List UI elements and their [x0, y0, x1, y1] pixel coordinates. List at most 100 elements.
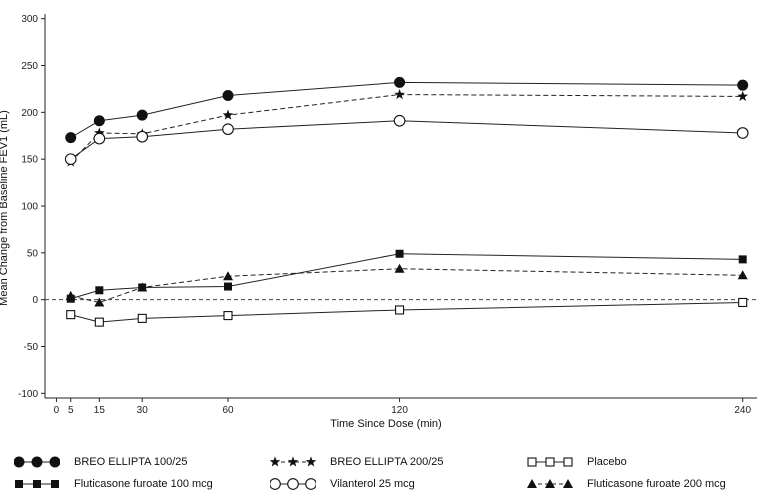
legend-item-placebo: Placebo: [527, 452, 627, 472]
data-point: [394, 76, 406, 88]
data-point: [738, 297, 748, 308]
legend: BREO ELLIPTA 100/25 BREO ELLIPTA 200/25 …: [0, 448, 768, 500]
data-point: [65, 132, 77, 144]
data-point: [93, 132, 106, 145]
series-line: [70, 253, 743, 300]
series-line: [70, 81, 743, 139]
legend-marker: [563, 479, 573, 488]
data-point: [394, 88, 405, 100]
legend-label: BREO ELLIPTA 100/25: [74, 456, 188, 468]
legend-marker: [270, 456, 281, 467]
legend-label: Fluticasone furoate 100 mcg: [74, 478, 213, 490]
x-tick-label: 0: [54, 405, 60, 416]
series-3: [66, 249, 747, 303]
legend-marker: [527, 479, 537, 488]
legend-marker: [287, 456, 299, 467]
x-tick-label: 30: [137, 405, 149, 416]
series-5: [65, 263, 748, 307]
data-point: [736, 127, 749, 139]
y-tick-label: -100: [18, 389, 38, 400]
legend-marker: [51, 480, 59, 488]
data-point: [224, 282, 233, 291]
y-tick-label: 0: [32, 295, 38, 306]
series-1: [65, 88, 749, 167]
legend-item-fluticasone-100: Fluticasone furoate 100 mcg: [14, 474, 213, 494]
legend-marker: [31, 456, 43, 468]
legend-swatch-placebo: [527, 457, 573, 467]
legend-marker: [305, 478, 316, 490]
data-point: [223, 271, 234, 281]
x-tick-label: 120: [391, 405, 408, 416]
data-point: [222, 123, 234, 136]
data-point: [222, 89, 234, 101]
data-point: [395, 305, 405, 315]
y-tick-label: 150: [21, 155, 38, 166]
y-tick-label: 250: [21, 61, 38, 72]
legend-item-breo-100-25: BREO ELLIPTA 100/25: [14, 452, 188, 472]
legend-item-vilanterol-25: Vilanterol 25 mcg: [270, 474, 415, 494]
data-point: [737, 90, 749, 101]
legend-marker: [270, 478, 281, 490]
y-tick-label: 100: [21, 202, 38, 213]
legend-marker: [49, 456, 60, 468]
data-point: [395, 249, 404, 258]
legend-marker: [545, 479, 555, 488]
y-axis-title: Mean Change from Baseline FEV1 (mL): [0, 110, 10, 306]
y-tick-label: 300: [21, 14, 38, 25]
legend-marker: [15, 480, 23, 488]
x-tick-label: 60: [222, 405, 234, 416]
x-tick-label: 240: [734, 405, 751, 416]
legend-marker: [545, 457, 555, 467]
series-2: [66, 297, 748, 327]
legend-swatch-breo-200-25: [270, 456, 316, 467]
data-point: [137, 282, 148, 292]
legend-swatch-fluticasone-200: [527, 479, 573, 488]
legend-label: Placebo: [587, 456, 627, 468]
series-line: [70, 268, 743, 303]
legend-marker: [563, 457, 573, 467]
data-point: [64, 153, 77, 166]
data-point: [394, 263, 405, 273]
legend-marker: [287, 478, 299, 490]
legend-label: Fluticasone furoate 200 mcg: [587, 478, 726, 490]
data-point: [738, 255, 747, 264]
y-tick-label: 50: [27, 248, 39, 259]
legend-item-breo-200-25: BREO ELLIPTA 200/25: [270, 452, 444, 472]
legend-swatch-breo-100-25: [14, 456, 60, 468]
legend-marker: [527, 457, 537, 467]
legend-label: BREO ELLIPTA 200/25: [330, 456, 444, 468]
data-point: [136, 130, 149, 143]
x-axis-title: Time Since Dose (min): [330, 418, 441, 430]
legend-marker: [33, 480, 41, 488]
legend-marker: [14, 456, 25, 468]
legend-marker: [305, 456, 316, 467]
data-point: [94, 297, 105, 307]
data-point: [94, 127, 105, 138]
x-tick-label: 5: [68, 405, 74, 416]
legend-swatch-vilanterol-25: [270, 478, 316, 490]
data-point: [223, 311, 233, 321]
data-point: [95, 286, 104, 295]
legend-label: Vilanterol 25 mcg: [330, 478, 415, 490]
data-point: [737, 79, 749, 91]
legend-swatch-fluticasone-100: [15, 480, 59, 488]
x-tick-label: 15: [94, 405, 106, 416]
data-point: [136, 109, 148, 121]
data-point: [222, 109, 234, 120]
series-line: [70, 301, 743, 323]
data-point: [93, 115, 105, 127]
legend-item-fluticasone-200: Fluticasone furoate 200 mcg: [527, 474, 726, 494]
data-point: [65, 290, 76, 300]
y-tick-label: 200: [21, 108, 38, 119]
data-point: [737, 270, 748, 280]
data-point: [94, 317, 104, 327]
data-point: [137, 313, 147, 323]
data-point: [66, 310, 76, 320]
y-tick-label: -50: [24, 342, 39, 353]
series-0: [65, 76, 749, 144]
series-line: [70, 120, 743, 160]
series-line: [70, 94, 743, 163]
data-point: [393, 114, 406, 127]
